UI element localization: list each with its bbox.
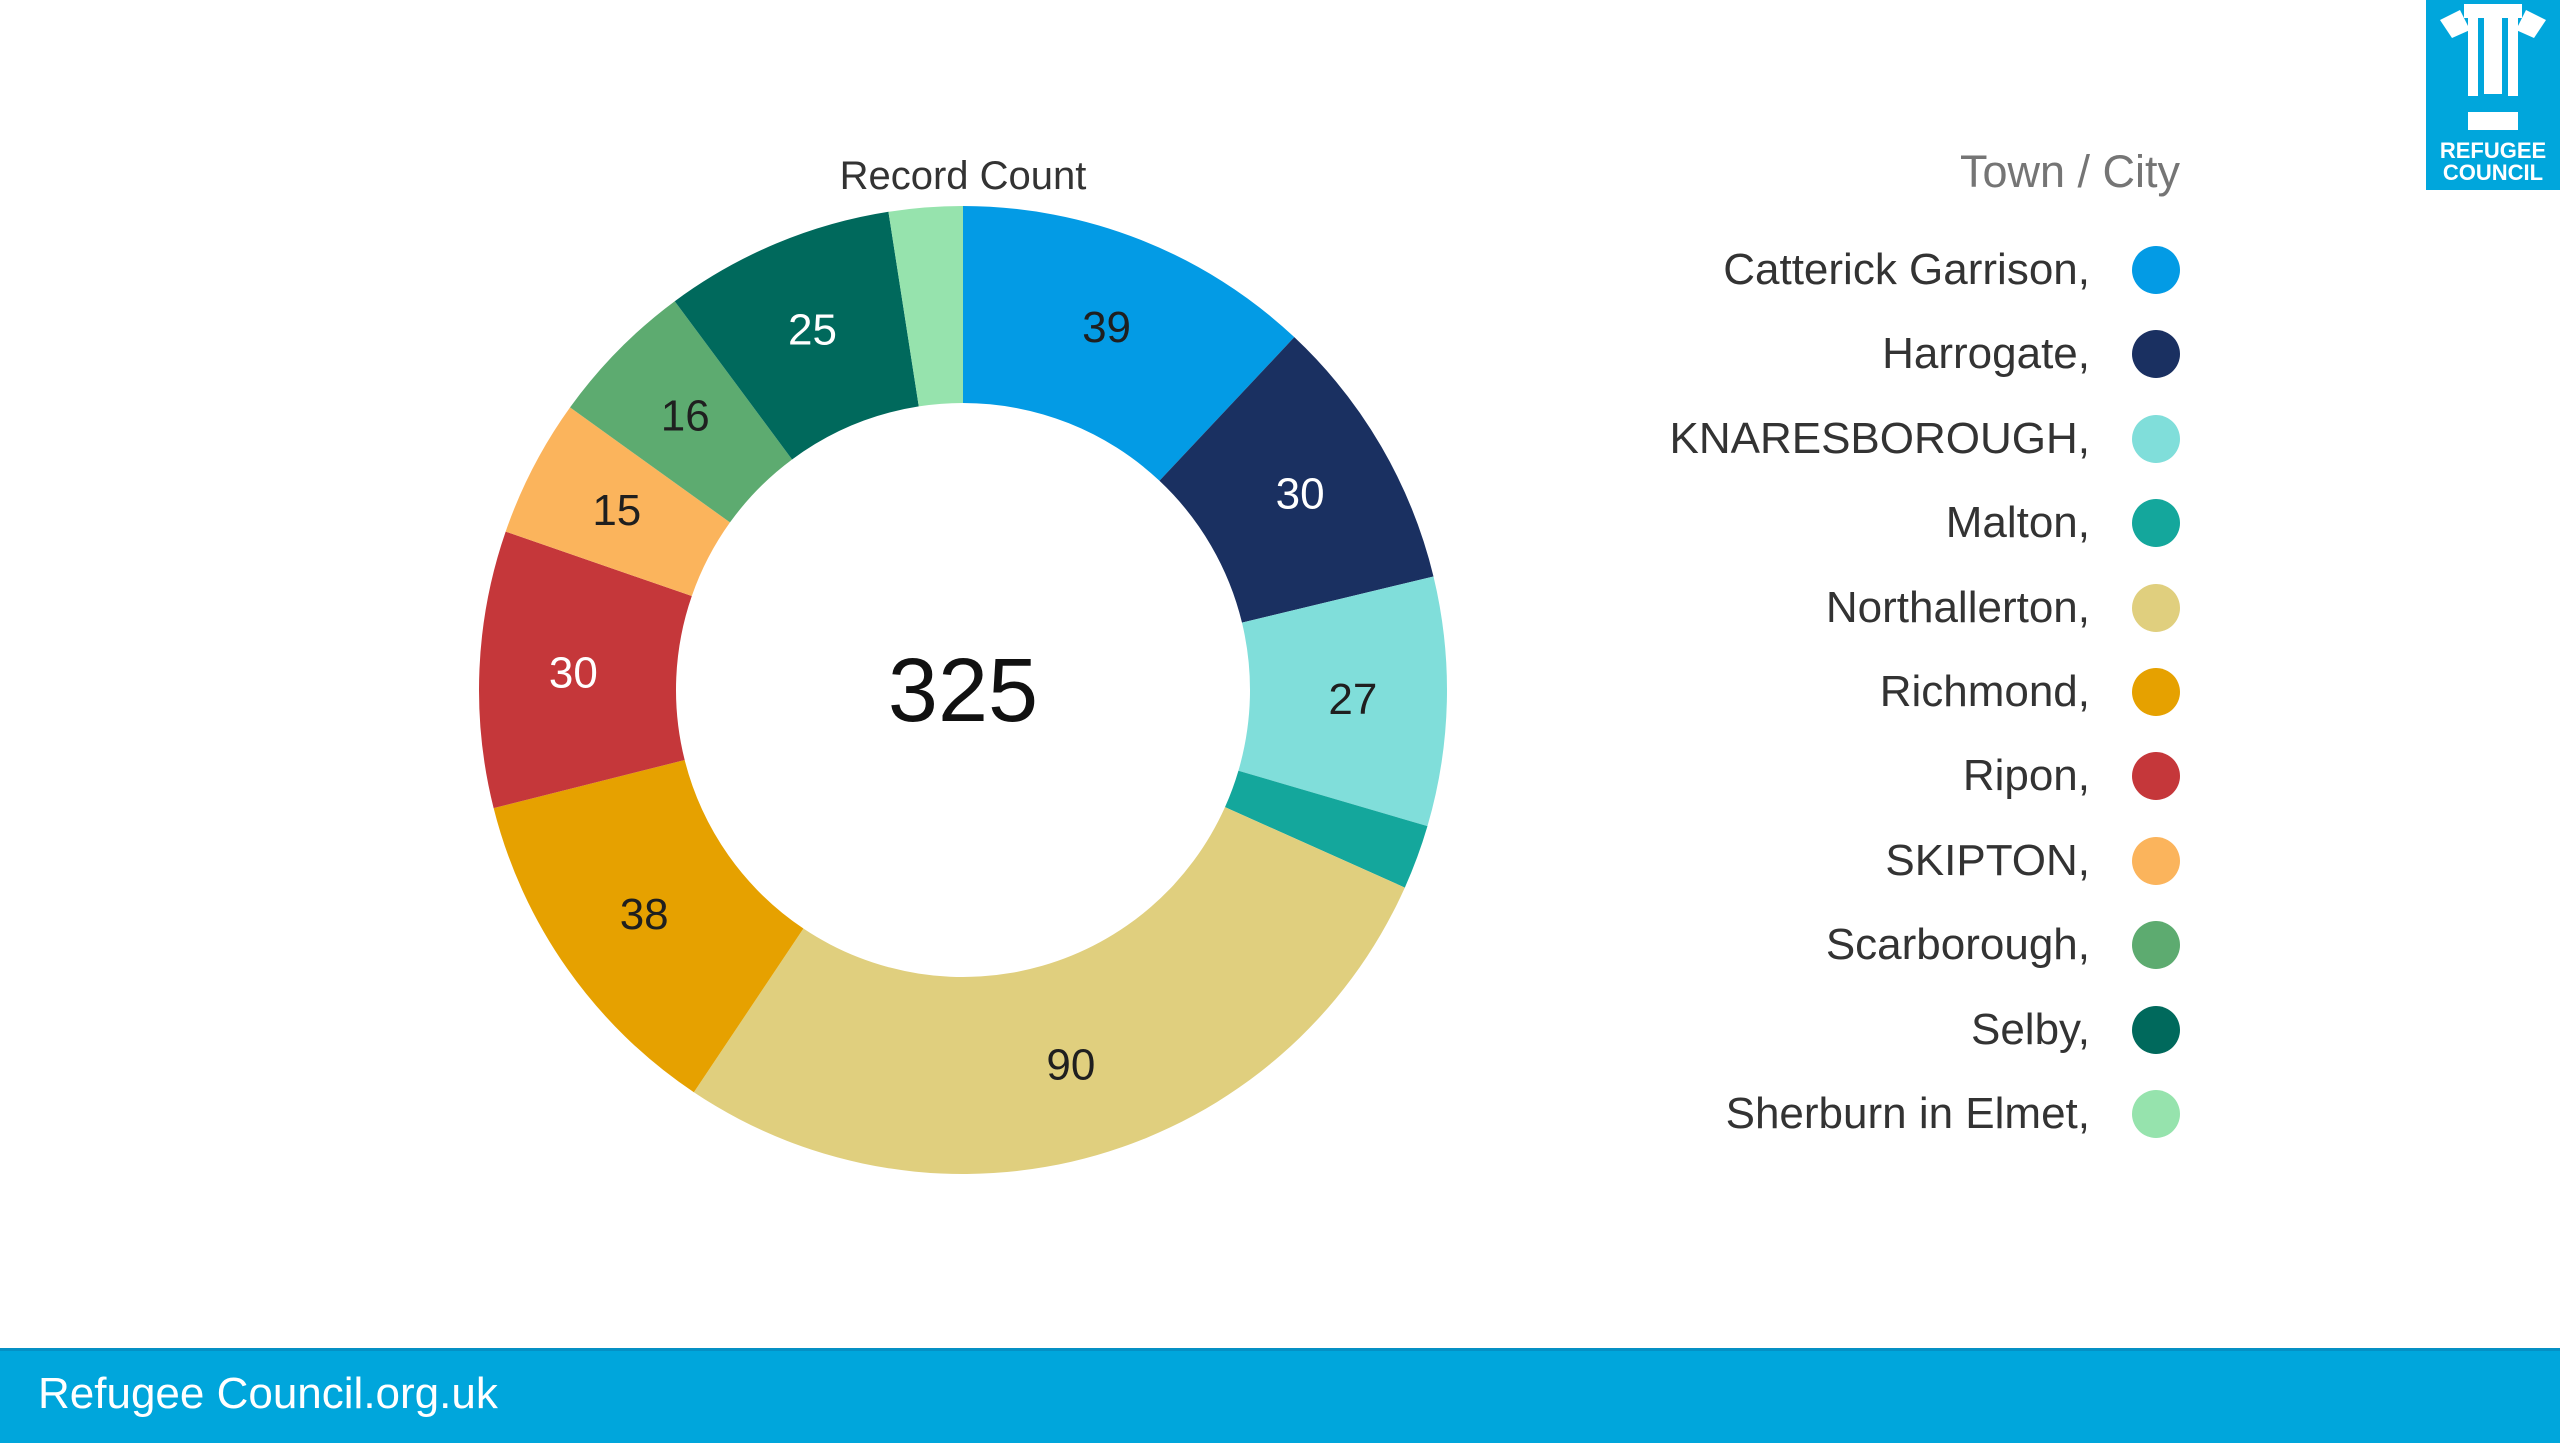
torch-icon [2440,4,2546,130]
legend-item[interactable]: Harrogate, [1882,324,2180,384]
legend-color-swatch [2132,1005,2180,1054]
legend-item[interactable]: KNARESBOROUGH, [1669,409,2180,469]
legend-color-swatch [2132,499,2180,548]
donut-slices [479,206,1447,1174]
legend-item[interactable]: Scarborough, [1826,915,2180,975]
legend-color-swatch [2132,414,2180,463]
slice-value-label: 30 [549,649,598,698]
center-total-label: 325 [888,641,1038,741]
slice-scarborough[interactable] [570,301,793,523]
slice-knaresborough[interactable] [1238,576,1447,827]
refugee-council-logo: REFUGEE COUNCIL [2426,0,2560,190]
legend-item-label: Selby, [1970,1004,2090,1054]
legend-color-swatch [2132,246,2180,294]
logo-line-1: REFUGEE [2439,138,2547,163]
legend-item[interactable]: Sherburn in Elmet, [1726,1084,2180,1144]
slice-richmond[interactable] [493,760,804,1093]
legend-item-label: Harrogate, [1882,329,2090,379]
legend-color-swatch [2132,583,2180,632]
legend-color-swatch [2132,752,2180,801]
legend-item[interactable]: Richmond, [1880,662,2180,722]
slice-value-label: 38 [620,890,669,939]
legend-item[interactable]: Northallerton, [1826,578,2180,638]
chart-title: Record Count [840,154,1087,198]
legend-item-label: Catterick Garrison, [1723,245,2090,294]
legend-item-label: Richmond, [1879,667,2090,716]
legend-color-swatch [2132,668,2180,716]
slice-value-label: 39 [1082,303,1131,352]
legend-color-swatch [2132,1090,2180,1138]
legend-color-swatch [2132,836,2180,885]
legend-item-label: Scarborough, [1825,920,2090,970]
legend-item[interactable]: Ripon, [1963,746,2180,806]
slice-malton[interactable] [1224,770,1428,888]
donut-slice-labels: 39 30 27 90 38 30 15 16 25 [549,303,1377,1089]
slice-ripon[interactable] [479,531,692,809]
logo-line-2: COUNCIL [2442,160,2544,185]
slice-harrogate[interactable] [1159,337,1434,623]
legend-color-swatch [2132,921,2180,970]
legend-item-label: Northallerton, [1825,582,2090,632]
legend-item-label: Malton, [1945,498,2090,548]
footer-website-text: Refugee Council.org.uk [38,1369,498,1418]
legend-item-label: KNARESBOROUGH, [1669,413,2090,463]
legend-title: Town / City [1959,146,2180,197]
legend-color-swatch [2132,330,2180,379]
legend-item[interactable]: Malton, [1946,493,2180,553]
slice-value-label: 27 [1328,675,1377,724]
slice-value-label: 15 [592,486,641,535]
slice-value-label: 30 [1276,469,1325,518]
legend-item[interactable]: Selby, [1971,1000,2180,1060]
slice-selby[interactable] [674,211,919,460]
legend-item-label: Sherburn in Elmet, [1725,1089,2090,1138]
legend-item-label: Ripon, [1962,751,2090,801]
slice-value-label: 90 [1046,1040,1095,1089]
slice-value-label: 16 [661,392,710,441]
slice-catterick-garrison[interactable] [963,206,1295,481]
slice-value-label: 25 [788,306,837,355]
legend-item[interactable]: Catterick Garrison, [1723,240,2180,300]
legend-item-label: SKIPTON, [1885,835,2090,885]
footer-bar: Refugee Council.org.uk [0,1348,2560,1443]
legend-item[interactable]: SKIPTON, [1885,831,2180,891]
slice-northallerton[interactable] [693,807,1405,1174]
slice-skipton[interactable] [505,407,730,597]
slice-sherburn-in-elmet[interactable] [888,206,963,407]
